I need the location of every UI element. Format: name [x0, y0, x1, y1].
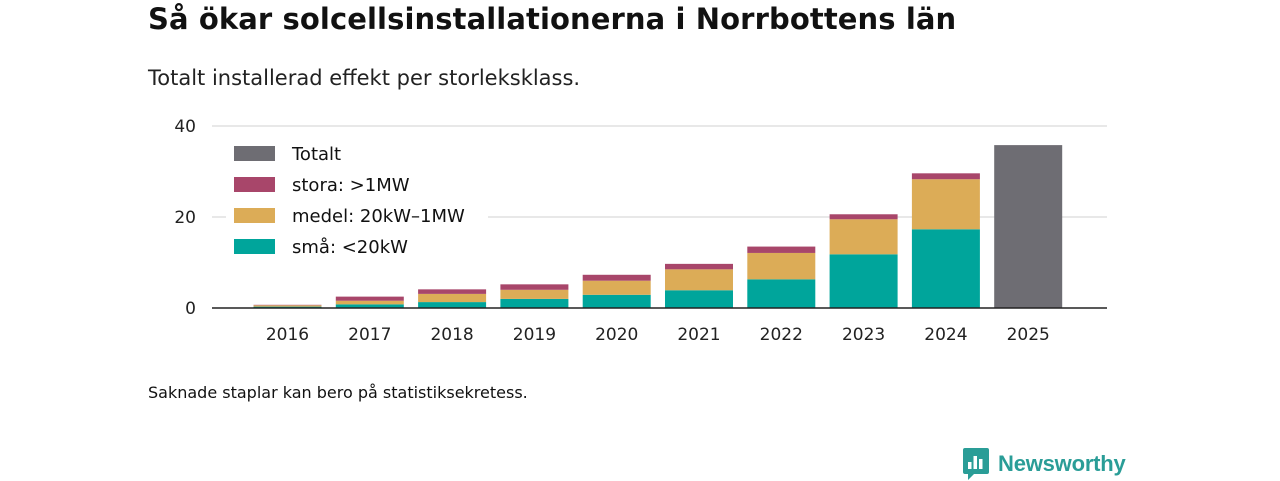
legend-swatch-total — [234, 146, 275, 161]
bar-stora-2017 — [336, 297, 404, 301]
newsworthy-logo-icon — [962, 447, 990, 481]
y-tick-label: 20 — [174, 208, 196, 228]
bar-sma-2020 — [583, 295, 651, 308]
bar-stora-2024 — [912, 173, 980, 179]
legend-label-sma: små: <20kW — [292, 237, 408, 258]
bar-medel-2017 — [336, 301, 404, 305]
x-tick-label: 2019 — [513, 325, 556, 345]
x-tick-label: 2021 — [677, 325, 720, 345]
bar-medel-2023 — [830, 219, 898, 254]
bar-sma-2019 — [500, 299, 568, 308]
x-tick-label: 2022 — [760, 325, 803, 345]
bar-medel-2024 — [912, 179, 980, 229]
bar-stora-2023 — [830, 214, 898, 219]
bar-medel-2022 — [747, 253, 815, 279]
y-tick-label: 0 — [185, 299, 196, 319]
footnote: Saknade staplar kan bero på statistiksek… — [148, 383, 528, 402]
bar-sma-2022 — [747, 279, 815, 308]
legend-swatch-stora — [234, 177, 275, 192]
bar-sma-2021 — [665, 290, 733, 308]
x-tick-label: 2024 — [924, 325, 967, 345]
bar-sma-2018 — [418, 302, 486, 308]
legend: Totalt stora: >1MW medel: 20kW–1MW små: <20… — [226, 138, 488, 266]
bar-medel-2020 — [583, 281, 651, 295]
bar-sma-2024 — [912, 229, 980, 308]
bar-stora-2020 — [583, 275, 651, 281]
x-tick-label: 2020 — [595, 325, 638, 345]
legend-label-medel: medel: 20kW–1MW — [292, 206, 465, 227]
bar-medel-2018 — [418, 294, 486, 302]
legend-swatch-medel — [234, 208, 275, 223]
brand-logo[interactable]: Newsworthy — [962, 447, 1126, 481]
x-tick-label: 2017 — [348, 325, 391, 345]
x-tick-label: 2023 — [842, 325, 885, 345]
bar-stora-2022 — [747, 247, 815, 253]
legend-swatch-sma — [234, 239, 275, 254]
x-tick-label: 2016 — [266, 325, 309, 345]
x-tick-label: 2025 — [1007, 325, 1050, 345]
bar-medel-2016 — [254, 305, 322, 306]
legend-label-total: Totalt — [291, 144, 341, 165]
brand-name: Newsworthy — [998, 451, 1126, 477]
bar-total-2025 — [994, 145, 1062, 308]
bar-stora-2021 — [665, 264, 733, 269]
bar-stora-2018 — [418, 289, 486, 294]
bar-stora-2019 — [500, 284, 568, 289]
x-tick-label: 2018 — [430, 325, 473, 345]
bar-sma-2023 — [830, 254, 898, 308]
y-tick-label: 40 — [174, 117, 196, 137]
legend-label-stora: stora: >1MW — [292, 175, 410, 196]
bar-medel-2021 — [665, 269, 733, 290]
bar-medel-2019 — [500, 290, 568, 299]
